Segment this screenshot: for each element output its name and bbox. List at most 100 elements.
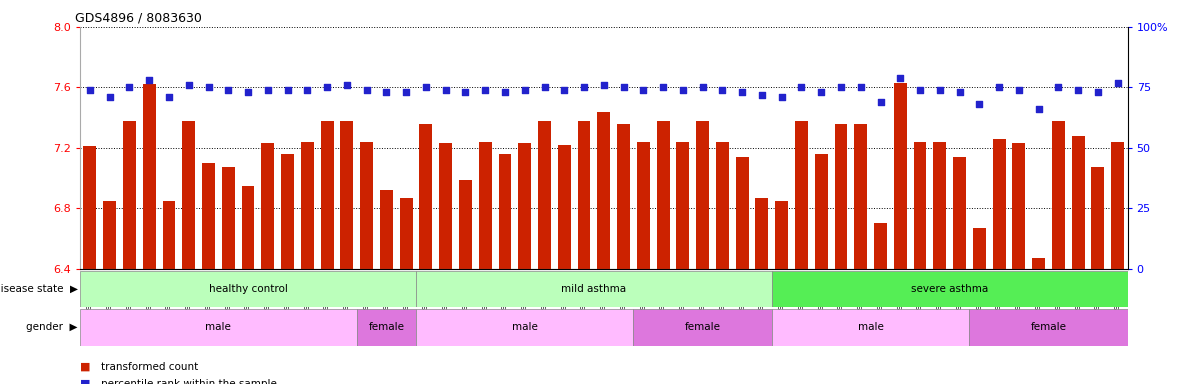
Bar [84,146,97,269]
Point [259,87,278,93]
Text: severe asthma: severe asthma [911,284,989,294]
Point [574,84,593,91]
Bar [400,198,413,269]
Bar [357,309,415,346]
Bar [1111,142,1124,269]
Point [812,89,831,95]
Bar [756,198,769,269]
Point [733,89,752,95]
Point [1069,87,1088,93]
Point [693,84,712,91]
Bar [221,167,234,269]
Bar [479,142,492,269]
Bar [1072,136,1084,269]
Bar [677,142,690,269]
Bar [124,121,135,269]
Point [772,94,791,100]
Point [120,84,139,91]
Bar [459,180,472,269]
Text: healthy control: healthy control [208,284,287,294]
Bar [182,121,195,269]
Bar [142,84,155,269]
Bar [875,223,887,269]
Text: female: female [1031,322,1066,333]
Point [1109,79,1128,86]
Point [792,84,811,91]
Bar [973,228,986,269]
Point [199,84,218,91]
Bar [80,309,357,346]
Point [851,84,870,91]
Text: GDS4896 / 8083630: GDS4896 / 8083630 [75,11,201,24]
Text: female: female [368,322,405,333]
Bar [697,121,709,269]
Point [377,89,395,95]
Point [832,84,851,91]
Point [357,87,375,93]
Point [930,87,949,93]
Bar [913,142,926,269]
Bar [633,309,772,346]
Bar [320,121,333,269]
Point [990,84,1009,91]
Point [397,89,415,95]
Bar [499,154,511,269]
Point [476,87,494,93]
Point [614,84,633,91]
Point [970,101,989,108]
Point [911,87,930,93]
Text: transformed count: transformed count [101,362,199,372]
Bar [893,83,906,269]
Text: mild asthma: mild asthma [561,284,626,294]
Point [634,87,653,93]
Bar [558,145,571,269]
Bar [1032,258,1045,269]
Text: female: female [685,322,720,333]
Bar [1012,143,1025,269]
Point [496,89,514,95]
Bar [855,124,867,269]
Text: percentile rank within the sample: percentile rank within the sample [101,379,277,384]
Bar [772,309,970,346]
Point [140,77,159,83]
Bar [380,190,393,269]
Bar [1091,167,1104,269]
Bar [518,143,531,269]
Bar [578,121,591,269]
Bar [419,124,432,269]
Bar [241,185,254,269]
Bar [834,124,847,269]
Bar [202,163,215,269]
Point [516,87,534,93]
Text: male: male [206,322,232,333]
Text: gender  ▶: gender ▶ [26,322,78,333]
Bar [776,201,789,269]
Point [80,87,99,93]
Point [318,84,337,91]
Bar [637,142,650,269]
Bar [162,201,175,269]
Point [891,74,910,81]
Text: ■: ■ [80,362,91,372]
Bar [617,124,630,269]
Point [179,82,198,88]
Bar [104,201,117,269]
Bar [415,271,772,307]
Point [1089,89,1108,95]
Bar [772,271,1128,307]
Point [1029,106,1048,112]
Bar [953,157,966,269]
Point [1010,87,1029,93]
Bar [970,309,1128,346]
Point [653,84,672,91]
Point [160,94,179,100]
Bar [736,157,749,269]
Text: male: male [858,322,884,333]
Point [455,89,474,95]
Point [239,89,258,95]
Bar [716,142,729,269]
Text: male: male [512,322,538,333]
Point [417,84,435,91]
Point [554,87,573,93]
Bar [657,121,670,269]
